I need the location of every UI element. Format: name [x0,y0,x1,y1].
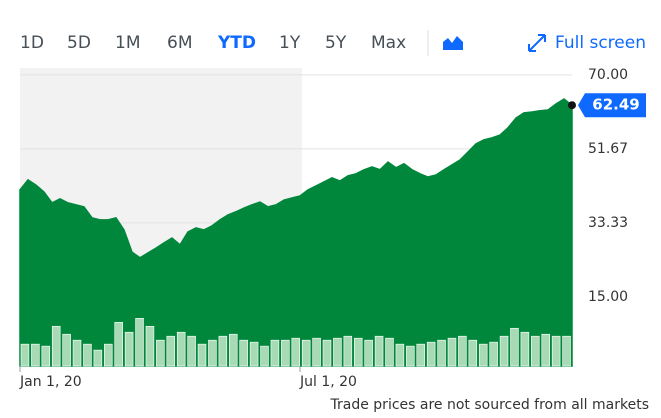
volume-bar [541,333,550,367]
range-tab[interactable]: 5Y [325,33,347,53]
full-screen-button[interactable]: Full screen [555,33,646,53]
volume-bar [301,339,311,367]
volume-bar [20,343,30,367]
volume-bar [51,325,61,367]
volume-bar [499,335,509,367]
chart-type-icon[interactable] [443,36,463,50]
volume-bar [343,335,353,367]
last-point [568,101,576,110]
mountain-icon [443,36,463,50]
volume-bar [156,339,165,367]
volume-bar [416,343,425,367]
volume-bar [489,341,498,367]
volume-bar [41,345,51,367]
volume-bar [312,337,321,367]
volume-bar [208,339,217,367]
volume-bar [406,345,415,367]
expand-arrow [528,34,546,52]
volume-bar [510,327,519,367]
volume-bar [166,335,176,367]
volume-bar [353,337,363,367]
volume-bar [31,343,40,367]
volume-bar [62,333,71,367]
range-tab[interactable]: 6M [167,33,192,53]
range-tab[interactable]: Max [371,33,406,53]
volume-bar [145,325,155,367]
volume-bar [520,331,530,367]
range-tab[interactable]: 1M [115,33,140,53]
volume-bar [218,335,228,367]
volume-bar [229,333,238,367]
volume-bar [135,318,144,367]
volume-bar [531,335,540,367]
price-area [19,98,573,367]
volume-bar [426,341,436,367]
volume-bar [458,335,467,367]
note: Trade prices are not sourced from all ma… [330,397,649,413]
volume-bar [322,339,332,367]
volume-bar [249,341,259,367]
volume-bar [468,339,478,367]
volume-bar [447,337,457,367]
price-tag [578,93,646,118]
volume-bar [72,339,82,367]
volume-bar [104,343,113,367]
range-tab[interactable]: 1Y [279,33,301,53]
x-tick-label: Jul 1, 20 [299,374,357,390]
volume-bar [93,349,103,367]
volume-bar [291,337,301,367]
volume-bar [374,335,384,367]
y-tick-label: 51.67 [588,141,628,157]
y-tick-label: 33.33 [588,215,628,231]
volume-bar [478,343,488,367]
range-tab[interactable]: YTD [217,33,256,53]
volume-bar [437,339,446,367]
volume-bar [124,331,134,367]
range-tab[interactable]: 5D [67,33,91,53]
volume-bar [239,339,248,367]
volume-bar [260,345,269,367]
volume-bar [395,343,405,367]
full-screen-icon[interactable] [528,34,546,52]
volume-bar [333,337,342,367]
volume-bar [187,335,196,367]
volume-bar [364,339,373,367]
volume-bar [562,335,571,367]
volume-bar [114,321,123,367]
range-tab[interactable]: 1D [20,33,44,53]
volume-bar [270,339,280,367]
volume-bar [83,343,92,367]
volume-bar [551,335,561,367]
y-tick-label: 15.00 [588,289,628,305]
volume-bar [281,339,290,367]
volume-bar [176,331,186,367]
price-tag-label: 62.49 [592,96,639,114]
volume-bar [197,343,207,367]
x-tick-label: Jan 1, 20 [19,374,82,390]
volume-bar [385,337,394,367]
y-tick-label: 70.00 [588,67,628,83]
